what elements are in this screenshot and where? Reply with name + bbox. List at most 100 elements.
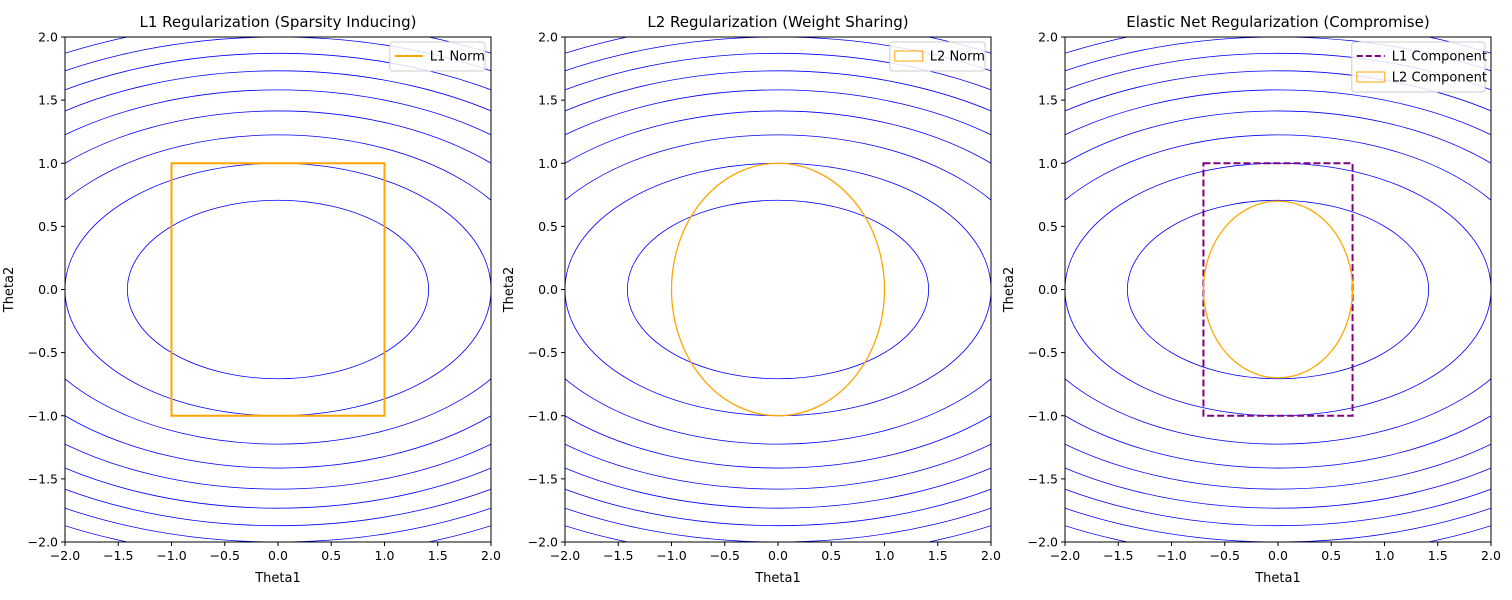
chart-1-x-tick-label: 1.5	[428, 548, 448, 563]
chart-2-contour-level-5	[565, 89, 991, 490]
chart-3-contour-level-3	[1065, 134, 1491, 445]
chart-1-x-tick-label: 1.0	[375, 548, 395, 563]
chart-3-y-tick-label: −1.0	[1028, 408, 1058, 423]
chart-1-x-axis-label: Theta1	[254, 571, 301, 586]
chart-2-contour-level-10	[565, 37, 991, 542]
chart-2-y-tick-label: −1.5	[528, 471, 558, 486]
chart-1-x-tick-label: 2.0	[481, 548, 501, 563]
chart-1-title: L1 Regularization (Sparsity Inducing)	[140, 13, 417, 31]
chart-2-legend-box	[889, 41, 986, 72]
chart-2-contour-level-1	[626, 199, 930, 380]
chart-1-contour-level-10	[65, 37, 491, 542]
chart-3-x-tick-label: −1.0	[1156, 548, 1186, 563]
chart-2-x-tick-label: 2.0	[981, 548, 1001, 563]
chart-2-l2-norm-shape	[670, 162, 886, 417]
chart-1-y-tick-label: 1.0	[38, 156, 58, 171]
chart-1-contours	[65, 37, 491, 542]
chart-2-panel: −2.0 −1.5 −1.0 −0.5 0.0 0.5 1.0 1.5 2.0 −2.0 −1.5 −…	[502, 13, 1001, 586]
chart-2-x-tick-label: −0.5	[710, 548, 740, 563]
chart-2-y-tick-label: 0.0	[538, 282, 558, 297]
chart-3-y-tick-label: −0.5	[1028, 345, 1058, 360]
chart-2-x-tick-label: −1.5	[603, 548, 633, 563]
chart-2-x-tick-label: 0.0	[768, 548, 788, 563]
chart-3-legend-label-l1-component: L1 Component	[1392, 50, 1487, 65]
chart-3-y-tick-label: 0.5	[1038, 219, 1058, 234]
chart-3-x-tick-label: −1.5	[1103, 548, 1133, 563]
chart-3-x-tick-label: 0.0	[1268, 548, 1288, 563]
chart-3-x-tick-label: −2.0	[1050, 548, 1080, 563]
chart-3-contour-level-8	[1065, 37, 1491, 542]
chart-3-x-tick-label: 1.5	[1428, 548, 1448, 563]
chart-3-x-tick-label: −0.5	[1210, 548, 1240, 563]
chart-2-y-tick-label: −1.0	[528, 408, 558, 423]
chart-1-x-tick-label: 0.0	[268, 548, 288, 563]
chart-3-x-axis-label: Theta1	[1254, 571, 1301, 586]
chart-3-contour-level-7	[1065, 52, 1491, 527]
chart-3-legend-marker-l2-component	[1356, 71, 1386, 83]
chart-2-x-tick-label: 1.0	[875, 548, 895, 563]
chart-2-axes-frame	[564, 36, 992, 543]
chart-1-y-tick-label: −1.0	[28, 408, 58, 423]
chart-1-x-tick-label: −2.0	[50, 548, 80, 563]
chart-3-title: Elastic Net Regularization (Compromise)	[1126, 13, 1429, 31]
chart-3-contour-level-5	[1065, 89, 1491, 490]
chart-1-y-tick-label: 2.0	[38, 30, 58, 45]
chart-1-contour-level-9	[65, 37, 491, 542]
chart-2-contour-level-7	[565, 52, 991, 527]
chart-3-axes-frame	[1064, 36, 1492, 543]
chart-3-y-tick-label: 0.0	[1038, 282, 1058, 297]
chart-2-x-tick-label: 0.5	[821, 548, 841, 563]
chart-2-title: L2 Regularization (Weight Sharing)	[647, 13, 908, 31]
chart-2-legend: L2 Norm	[889, 41, 986, 72]
chart-2-y-tick-label: 2.0	[538, 30, 558, 45]
chart-1-axes-frame	[64, 36, 492, 543]
chart-2-x-axis-label: Theta1	[754, 571, 801, 586]
chart-1-y-tick-label: −0.5	[28, 345, 58, 360]
chart-3-y-axis-label: Theta2	[1002, 267, 1017, 314]
chart-1-contour-level-6	[65, 70, 491, 509]
chart-3-contours	[1065, 37, 1491, 542]
chart-3-y-tick-label: 2.0	[1038, 30, 1058, 45]
chart-2-x-tick-label: −1.0	[656, 548, 686, 563]
chart-3-y-tick-label: −1.5	[1028, 471, 1058, 486]
chart-2-y-tick-label: 0.5	[538, 219, 558, 234]
chart-1-y-axis-label: Theta2	[2, 267, 17, 314]
chart-1-contour-level-3	[65, 134, 491, 445]
chart-1-y-tick-label: 0.5	[38, 219, 58, 234]
chart-2-contour-level-6	[565, 70, 991, 509]
chart-3-contour-level-4	[1065, 110, 1491, 469]
chart-2-y-axis-label: Theta2	[502, 267, 517, 314]
chart-3-x-tick-label: 0.5	[1321, 548, 1341, 563]
chart-1-contour-level-2	[65, 162, 491, 417]
chart-1-contour-level-1	[126, 199, 430, 380]
chart-3-legend-label-l2-component: L2 Component	[1392, 71, 1487, 86]
chart-2-y-tick-label: −0.5	[528, 345, 558, 360]
chart-2-legend-marker-l2-norm	[894, 50, 924, 62]
chart-2-contour-level-8	[565, 37, 991, 542]
chart-3-l2-component-shape	[1202, 200, 1354, 379]
chart-1-legend-box	[389, 41, 486, 72]
chart-1-contour-level-4	[65, 110, 491, 469]
chart-3-y-tick-label: 1.5	[1038, 93, 1058, 108]
chart-1-y-tick-label: −2.0	[28, 535, 58, 550]
chart-2-contour-level-4	[565, 110, 991, 469]
chart-1-contour-level-7	[65, 52, 491, 527]
chart-1-legend: L1 Norm	[389, 41, 486, 72]
chart-2-x-tick-label: −2.0	[550, 548, 580, 563]
chart-2-contour-level-3	[565, 134, 991, 445]
chart-2-y-tick-label: −2.0	[528, 535, 558, 550]
chart-1-x-tick-label: −1.0	[156, 548, 186, 563]
chart-3-legend: L1 Component L2 Component	[1351, 41, 1487, 93]
chart-2-y-tick-label: 1.0	[538, 156, 558, 171]
chart-1-y-tick-label: 1.5	[38, 93, 58, 108]
chart-2-y-tick-label: 1.5	[538, 93, 558, 108]
chart-3-contour-level-9	[1065, 37, 1491, 542]
chart-3-contour-level-6	[1065, 70, 1491, 509]
chart-3-panel: −2.0 −1.5 −1.0 −0.5 0.0 0.5 1.0 1.5 2.0 −2.0 −1.5 −…	[1002, 13, 1501, 586]
chart-3-y-tick-label: 1.0	[1038, 156, 1058, 171]
chart-3-y-tick-label: −2.0	[1028, 535, 1058, 550]
chart-1-contour-level-8	[65, 37, 491, 542]
chart-1-y-tick-label: 0.0	[38, 282, 58, 297]
chart-1-l1-norm-shape	[170, 162, 386, 417]
